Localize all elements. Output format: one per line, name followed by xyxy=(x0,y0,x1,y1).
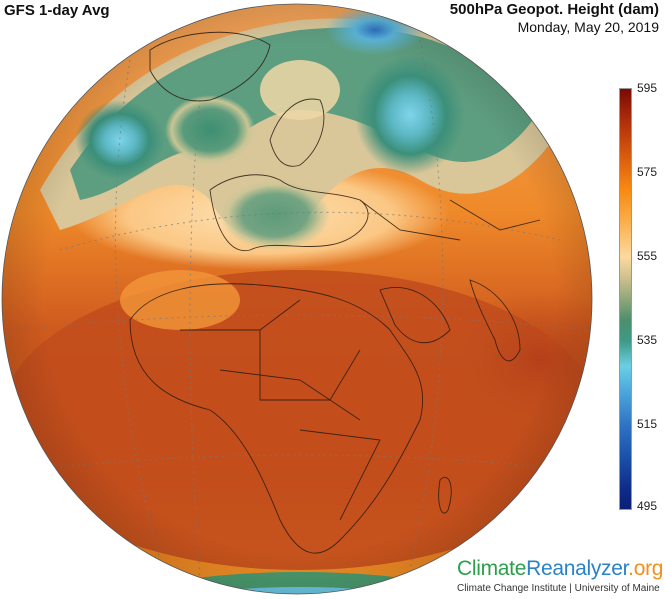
colorbar-label-575: 575 xyxy=(637,165,658,179)
variable-title: 500hPa Geopot. Height (dam) xyxy=(449,1,659,18)
colorbar-label-535: 535 xyxy=(637,333,658,347)
geopotential-globe xyxy=(1,3,593,595)
colorbar-label-555: 555 xyxy=(637,249,658,263)
date-label: Monday, May 20, 2019 xyxy=(517,19,659,35)
brand-logo[interactable]: ClimateReanalyzer.org xyxy=(457,557,663,581)
brand-part-climate: Climate xyxy=(457,557,527,580)
brand-subtitle: Climate Change Institute | University of… xyxy=(457,583,660,594)
colorbar-label-595: 595 xyxy=(637,81,658,95)
brand-part-reanalyzer: Reanalyzer xyxy=(526,557,629,580)
model-title: GFS 1-day Avg xyxy=(4,2,110,19)
colorbar-label-515: 515 xyxy=(637,417,658,431)
colorbar xyxy=(619,88,632,510)
colorbar-label-495: 495 xyxy=(637,499,658,513)
title-block: 500hPa Geopot. Height (dam) Monday, May … xyxy=(450,1,659,35)
brand-part-org: .org xyxy=(628,557,664,580)
globe-map xyxy=(1,3,593,595)
